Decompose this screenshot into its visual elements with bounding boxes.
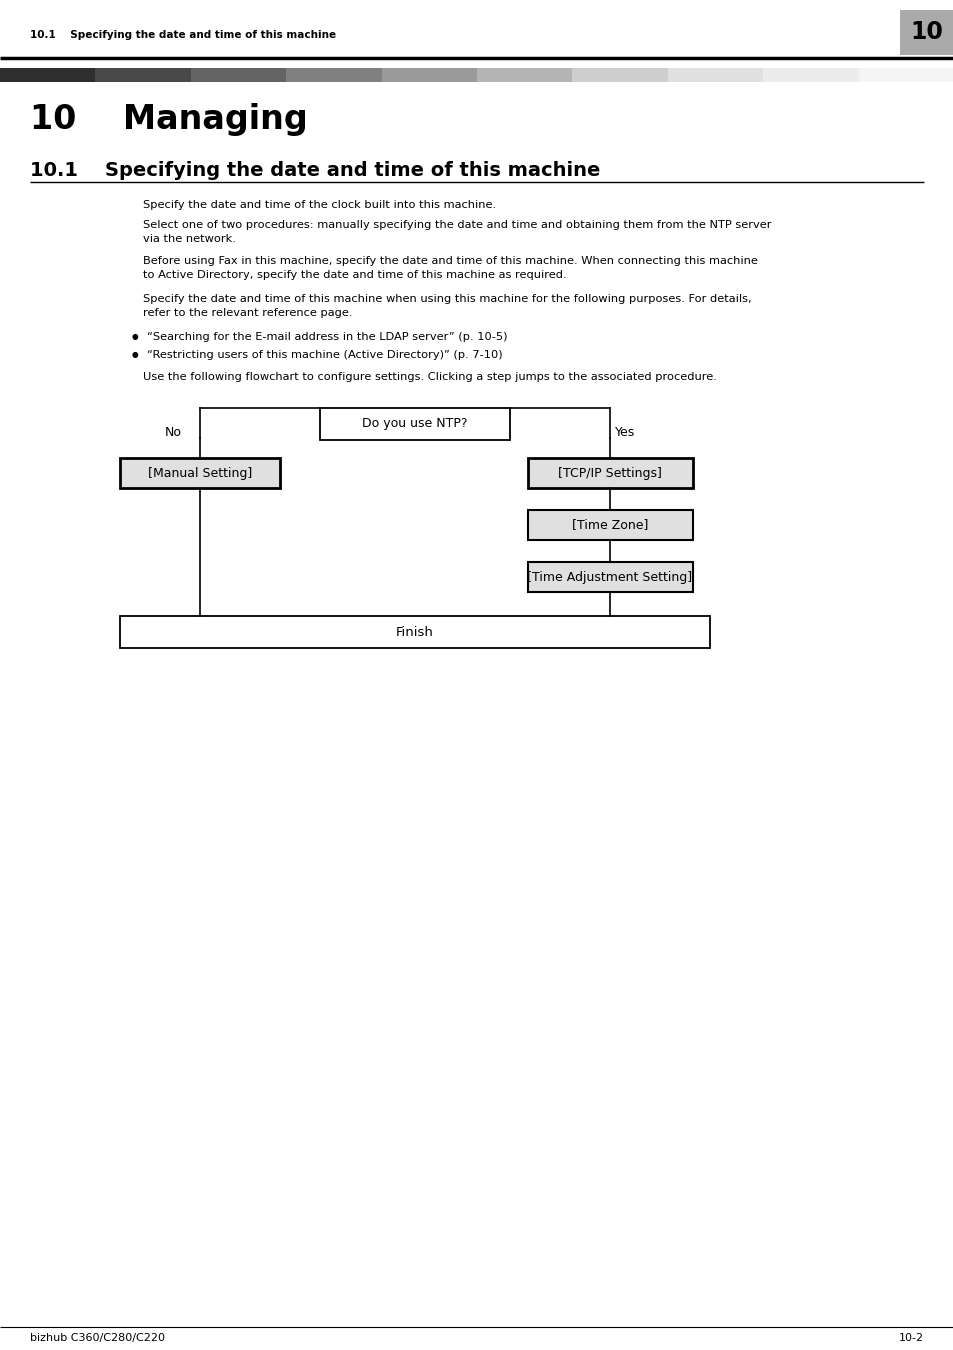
Bar xyxy=(572,68,668,82)
Bar xyxy=(0,68,96,82)
Text: Use the following flowchart to configure settings. Clicking a step jumps to the : Use the following flowchart to configure… xyxy=(143,373,716,382)
Bar xyxy=(286,68,382,82)
Text: Before using Fax in this machine, specify the date and time of this machine. Whe: Before using Fax in this machine, specif… xyxy=(143,256,757,279)
Text: bizhub C360/C280/C220: bizhub C360/C280/C220 xyxy=(30,1332,165,1343)
Bar xyxy=(381,68,477,82)
Text: Specify the date and time of the clock built into this machine.: Specify the date and time of the clock b… xyxy=(143,200,496,211)
Text: [Manual Setting]: [Manual Setting] xyxy=(148,467,252,479)
Text: Yes: Yes xyxy=(615,427,635,439)
Text: 10    Managing: 10 Managing xyxy=(30,104,308,136)
Text: Finish: Finish xyxy=(395,625,434,639)
Text: No: No xyxy=(165,427,182,439)
Bar xyxy=(191,68,287,82)
Text: 10-2: 10-2 xyxy=(898,1332,923,1343)
Bar xyxy=(527,562,692,593)
Bar xyxy=(527,458,692,487)
Bar xyxy=(858,68,953,82)
Text: “Restricting users of this machine (Active Directory)” (p. 7-10): “Restricting users of this machine (Acti… xyxy=(147,350,502,360)
Text: Do you use NTP?: Do you use NTP? xyxy=(362,417,467,431)
Text: 10.1    Specifying the date and time of this machine: 10.1 Specifying the date and time of thi… xyxy=(30,161,599,180)
Bar xyxy=(527,510,692,540)
Text: 10.1    Specifying the date and time of this machine: 10.1 Specifying the date and time of thi… xyxy=(30,30,335,40)
Text: ●: ● xyxy=(132,332,138,342)
Text: [TCP/IP Settings]: [TCP/IP Settings] xyxy=(558,467,661,479)
Bar xyxy=(476,68,573,82)
Text: 10: 10 xyxy=(909,20,943,45)
Bar xyxy=(762,68,859,82)
Text: ●: ● xyxy=(132,350,138,359)
Text: [Time Zone]: [Time Zone] xyxy=(571,518,647,532)
Text: Select one of two procedures: manually specifying the date and time and obtainin: Select one of two procedures: manually s… xyxy=(143,220,771,244)
Bar xyxy=(667,68,763,82)
Bar xyxy=(899,9,953,55)
Text: “Searching for the E-mail address in the LDAP server” (p. 10-5): “Searching for the E-mail address in the… xyxy=(147,332,507,342)
Bar xyxy=(95,68,192,82)
Text: [Time Adjustment Setting]: [Time Adjustment Setting] xyxy=(527,571,692,583)
Bar xyxy=(120,458,280,487)
Bar xyxy=(120,616,709,648)
Bar xyxy=(319,408,510,440)
Text: Specify the date and time of this machine when using this machine for the follow: Specify the date and time of this machin… xyxy=(143,294,751,319)
